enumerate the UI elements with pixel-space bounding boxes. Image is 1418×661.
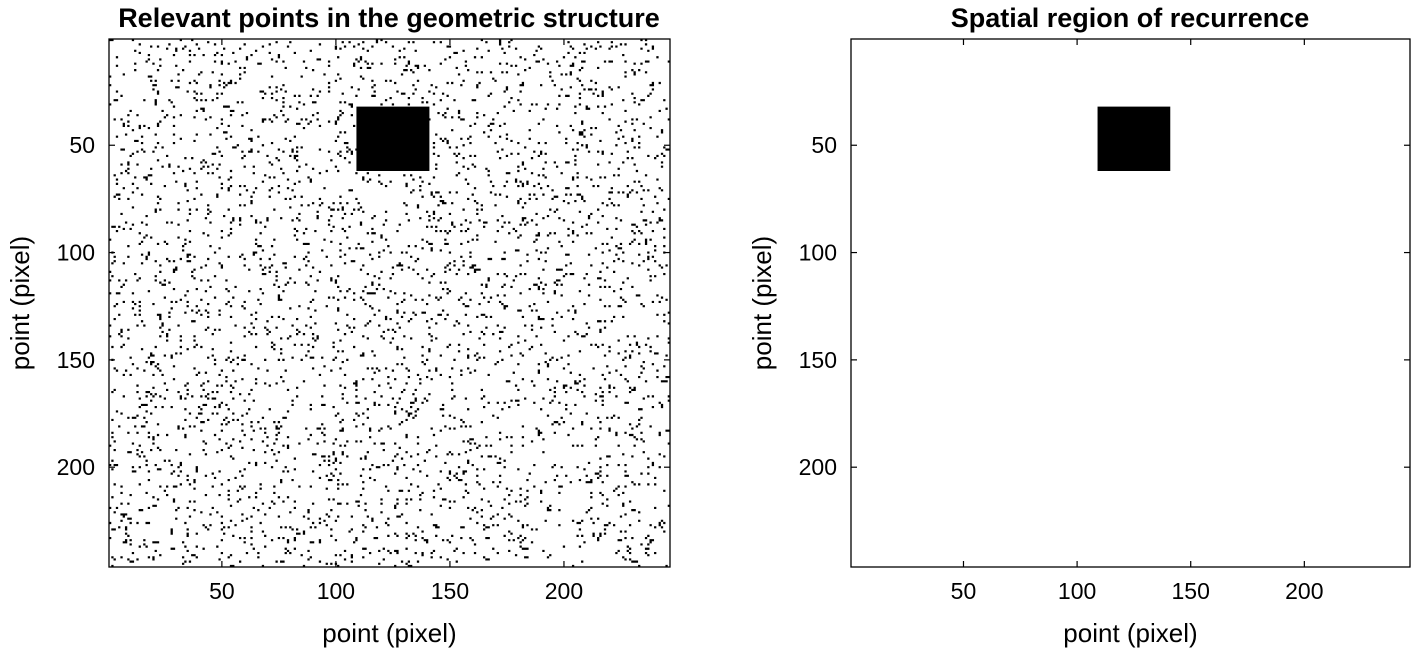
x-tick-label: 100: [317, 578, 355, 604]
panel-right: Spatial region of recurrence 50 100 150 200…: [747, 3, 1411, 648]
plot-area-left: [109, 39, 670, 567]
y-tick-label: 150: [799, 347, 837, 373]
y-axis-label-left: point (pixel): [5, 236, 35, 370]
x-tick-label: 50: [951, 578, 977, 604]
x-ticks-left: 50 100 150 200: [209, 39, 583, 604]
y-ticks-left: 50 100 150 200: [57, 132, 670, 480]
title-left: Relevant points in the geometric structu…: [118, 3, 660, 33]
y-tick-label: 100: [799, 240, 837, 266]
title-right: Spatial region of recurrence: [951, 3, 1310, 33]
y-ticks-right: 50 100 150 200: [799, 132, 1410, 480]
x-tick-label: 50: [209, 578, 235, 604]
x-tick-label: 200: [1285, 578, 1323, 604]
plot-area-right: [851, 39, 1410, 567]
x-axis-label-left: point (pixel): [322, 618, 456, 648]
y-tick-label: 200: [57, 454, 95, 480]
y-tick-label: 200: [799, 454, 837, 480]
recurrence-block: [356, 106, 430, 171]
y-tick-label: 50: [811, 132, 837, 158]
panel-left: Relevant points in the geometric structu…: [5, 3, 671, 648]
x-ticks-right: 50 100 150 200: [951, 39, 1324, 604]
y-tick-label: 50: [69, 132, 95, 158]
x-axis-label-right: point (pixel): [1063, 618, 1197, 648]
x-tick-label: 150: [1172, 578, 1210, 604]
y-tick-label: 150: [57, 347, 95, 373]
recurrence-block: [1097, 106, 1171, 171]
axes-frame-right: [850, 38, 1411, 568]
x-tick-label: 100: [1058, 578, 1096, 604]
x-tick-label: 150: [431, 578, 469, 604]
y-axis-label-right: point (pixel): [747, 236, 777, 370]
axes-frame-left: [108, 38, 671, 568]
y-tick-label: 100: [57, 240, 95, 266]
x-tick-label: 200: [545, 578, 583, 604]
